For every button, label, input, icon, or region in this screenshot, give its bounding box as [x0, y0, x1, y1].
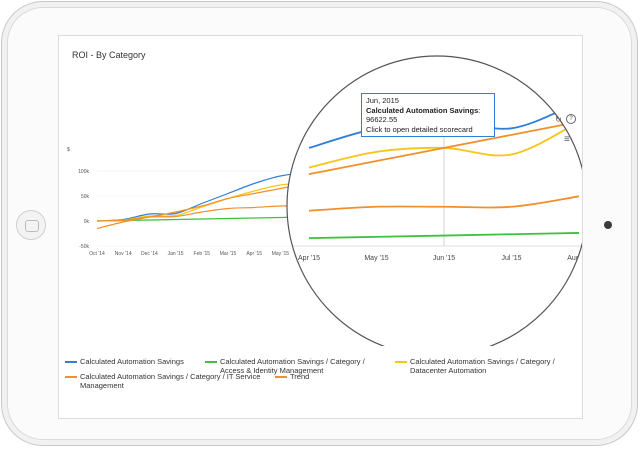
refresh-icon[interactable]: ↻ [555, 115, 562, 124]
legend-label: Calculated Automation Savings / Category… [80, 372, 261, 390]
x-tick-label: Mar '15 [220, 251, 237, 257]
tooltip-series: Calculated Automation Savings [366, 105, 479, 115]
y-tick-label: -50k [79, 244, 89, 250]
y-tick-label: 100k [78, 169, 89, 175]
lens-series-line [308, 120, 580, 175]
legend-swatch [205, 361, 217, 363]
question-icon[interactable]: ? [566, 114, 576, 124]
y-unit-label: $ [67, 147, 70, 153]
tooltip-date: Jun, 2015 [366, 96, 399, 105]
lens-x-tick-label: Apr '15 [298, 255, 320, 262]
chart-screen: ROI - By Category $100k 50k 0k -50k Oct '14 N… [58, 35, 583, 419]
lens-x-tick-label: Jun '15 [433, 255, 455, 262]
legend-item[interactable]: Calculated Automation Savings / Category… [65, 372, 275, 390]
tooltip-link[interactable]: Click to open detailed scorecard [366, 124, 473, 134]
legend-swatch [65, 361, 77, 363]
legend-label: Calculated Automation Savings / Category… [220, 357, 365, 375]
legend-label: Calculated Automation Savings [80, 357, 184, 366]
camera-icon [604, 221, 612, 229]
lens-series-line [308, 232, 580, 240]
legend-item[interactable]: Calculated Automation Savings / Category… [395, 357, 575, 375]
x-tick-label: Nov '14 [115, 251, 132, 257]
y-tick-label: 50k [81, 194, 90, 200]
legend-swatch [275, 376, 287, 378]
legend-label: Calculated Automation Savings / Category… [410, 357, 555, 375]
legend-item[interactable]: Calculated Automation Savings / Category… [205, 357, 385, 375]
legend-swatch [395, 361, 407, 363]
x-tick-label: Apr '15 [246, 251, 262, 257]
menu-icon[interactable]: ≡ [564, 134, 570, 145]
y-tick-label: 0k [84, 219, 90, 225]
x-tick-label: Jan '15 [168, 251, 184, 257]
tooltip-value: 96622.55 [366, 115, 398, 124]
x-tick-label: Oct '14 [89, 251, 105, 257]
lens-x-tick-label: Aug '15 [567, 255, 583, 262]
magnifier-ring [286, 55, 582, 346]
x-tick-label: Dec '14 [141, 251, 158, 257]
home-button[interactable] [16, 210, 46, 240]
tooltip[interactable]: Jun, 2015 Calculated Automation Savings:… [361, 93, 495, 137]
legend-swatch [65, 376, 77, 378]
tooltip-value-line: Calculated Automation Savings: 96622.55 [366, 105, 481, 125]
x-tick-label: Feb '15 [194, 251, 211, 257]
lens-x-tick-label: May '15 [364, 255, 388, 262]
home-button-icon [25, 220, 39, 232]
chart-title: ROI - By Category [72, 50, 146, 60]
legend-label: Trend [290, 372, 310, 381]
lens-series-line [308, 195, 580, 212]
legend-item[interactable]: Trend [275, 372, 355, 381]
lens-x-tick-label: Jul '15 [501, 255, 521, 262]
legend-item[interactable]: Calculated Automation Savings [65, 357, 195, 366]
x-tick-label: May '15 [272, 251, 290, 257]
